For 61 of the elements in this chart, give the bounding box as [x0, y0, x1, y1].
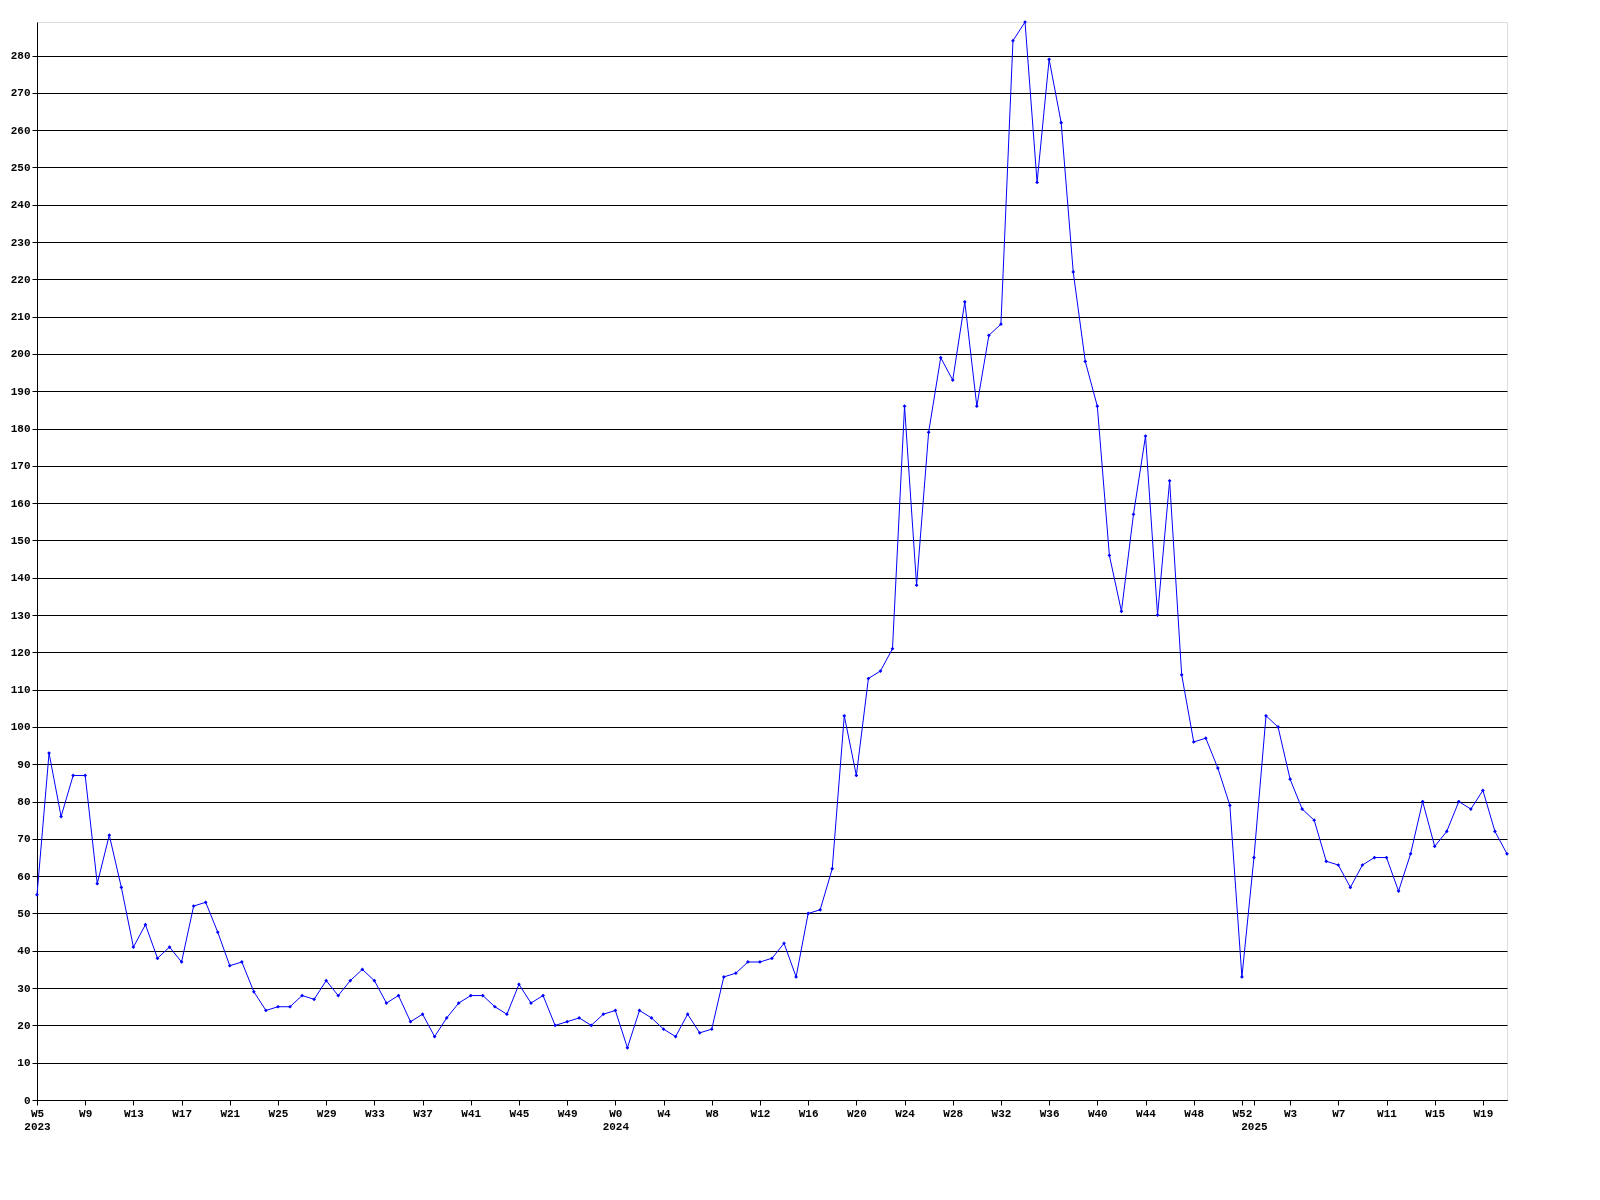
- x-tick-label: W15: [1425, 1107, 1446, 1120]
- y-tick-label: 250: [10, 161, 31, 174]
- y-tick-label: 120: [10, 646, 31, 659]
- x-tick-label: W11: [1377, 1107, 1398, 1120]
- x-tick-label: W48: [1184, 1107, 1205, 1120]
- x-tick-label: W24: [895, 1107, 916, 1120]
- y-tick-label: 210: [10, 311, 31, 324]
- y-tick-label: 160: [10, 497, 31, 510]
- x-tick-label: W17: [172, 1107, 192, 1120]
- y-tick-label: 190: [10, 385, 31, 398]
- x-tick-label: W7: [1332, 1107, 1346, 1120]
- y-tick-label: 260: [10, 124, 31, 137]
- y-tick-label: 30: [17, 982, 31, 995]
- y-tick-label: 100: [10, 721, 31, 734]
- x-tick-label: W13: [123, 1107, 145, 1120]
- x-tick-label: W12: [750, 1107, 771, 1120]
- x-tick-label: W44: [1136, 1107, 1157, 1120]
- x-tick-label: W36: [1039, 1107, 1060, 1120]
- y-tick-label: 40: [17, 945, 31, 958]
- y-tick-label: 170: [10, 460, 31, 473]
- x-tick-label: W19: [1473, 1107, 1494, 1120]
- x-tick-label: W32: [991, 1107, 1012, 1120]
- x-tick-label: 2025: [1241, 1120, 1269, 1133]
- x-tick-label: W20: [846, 1107, 867, 1120]
- y-tick-label: 220: [10, 273, 31, 286]
- x-tick-label: W52: [1232, 1107, 1253, 1120]
- y-tick-label: 200: [10, 348, 31, 361]
- x-tick-label: W16: [798, 1107, 819, 1120]
- x-tick-label: W5 2023: [24, 1107, 52, 1133]
- x-tick-label: W0 2024: [602, 1107, 630, 1133]
- x-tick-label: W40: [1087, 1107, 1108, 1120]
- x-tick-label: W21: [220, 1107, 241, 1120]
- y-tick-label: 130: [10, 609, 31, 622]
- y-tick-label: 230: [10, 236, 31, 249]
- x-tick-label: W28: [943, 1107, 964, 1120]
- y-tick-label: 20: [17, 1019, 31, 1032]
- y-tick-label: 140: [10, 572, 31, 585]
- x-tick-label: W45: [509, 1107, 530, 1120]
- x-tick-label: W37: [413, 1107, 433, 1120]
- x-tick-label: W9: [79, 1107, 93, 1120]
- y-tick-label: 50: [17, 907, 31, 920]
- x-tick-label: W4: [657, 1107, 672, 1120]
- y-tick-label: 150: [10, 534, 31, 547]
- x-tick-label: W29: [316, 1107, 337, 1120]
- y-tick-label: 60: [17, 870, 31, 883]
- y-tick-label: 240: [10, 199, 31, 212]
- x-tick-label: W25: [268, 1107, 289, 1120]
- y-tick-label: 10: [17, 1057, 31, 1070]
- y-tick-label: 270: [10, 87, 31, 100]
- y-tick-label: 90: [17, 758, 31, 771]
- x-tick-label: W49: [557, 1107, 578, 1120]
- y-tick-label: 110: [10, 684, 31, 697]
- y-tick-label: 180: [10, 423, 31, 436]
- x-tick-label: W8: [705, 1107, 720, 1120]
- x-tick-label: W3: [1284, 1107, 1298, 1120]
- y-tick-label: 80: [17, 796, 31, 809]
- y-tick-label: 70: [17, 833, 31, 846]
- y-tick-label: 0: [23, 1094, 31, 1107]
- x-tick-label: W33: [364, 1107, 386, 1120]
- y-tick-label: 280: [10, 50, 31, 63]
- x-tick-label: W41: [461, 1107, 482, 1120]
